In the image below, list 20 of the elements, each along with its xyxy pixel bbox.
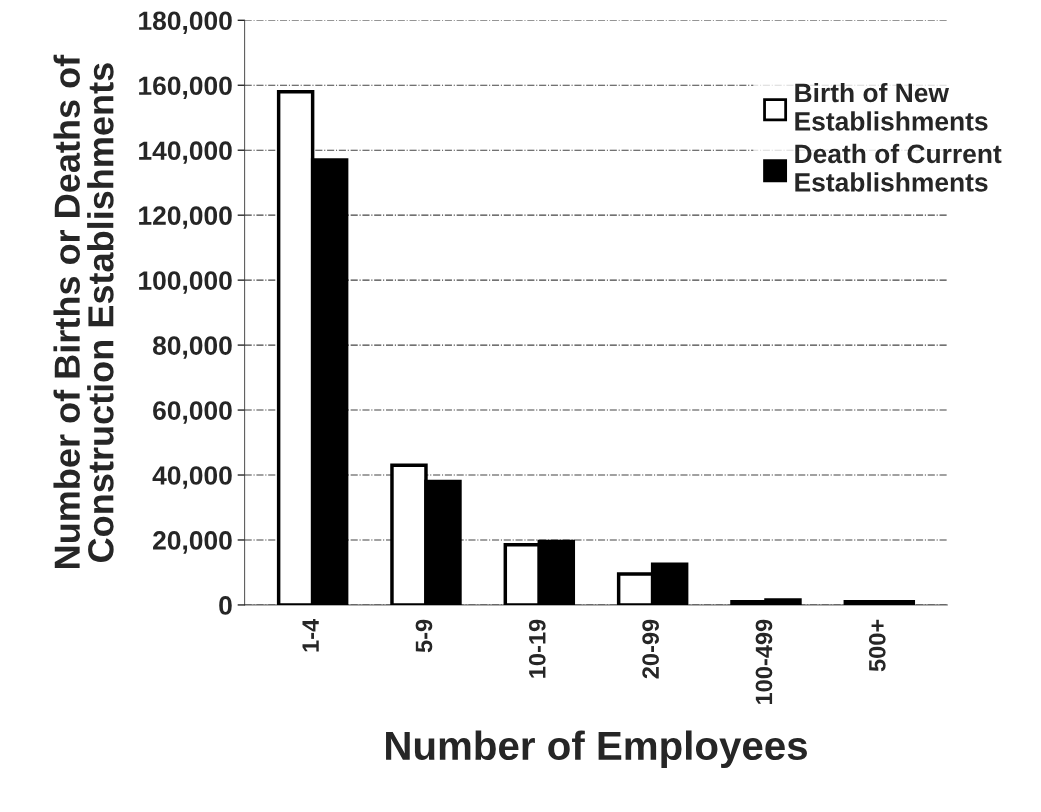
legend-label: Birth of New Establishments <box>795 82 988 131</box>
y-tick-label: 60,000 <box>153 401 232 424</box>
x-tick-label: 100-499 <box>755 619 773 704</box>
x-tick-label: 20-99 <box>642 619 659 679</box>
y-tick-label: 20,000 <box>153 531 232 554</box>
x-tick-label: 5-9 <box>415 619 433 653</box>
x-tick-label: 10-19 <box>528 619 546 678</box>
y-tick-label: 180,000 <box>139 11 232 34</box>
y-tick-label: 120,000 <box>139 206 232 229</box>
legend-label: Death of Current Establishments <box>795 143 1002 192</box>
y-tick-label: 80,000 <box>152 336 232 359</box>
x-tick-label: 500+ <box>868 619 886 672</box>
x-tick-label: 1-4 <box>302 618 319 652</box>
y-tick-label: 160,000 <box>139 76 232 99</box>
y-axis-title: Number of Births or Deaths of Construction Establishments <box>53 54 114 568</box>
y-tick-label: 140,000 <box>139 141 232 164</box>
y-tick-label: 0 <box>219 596 232 615</box>
y-tick-label: 100,000 <box>139 271 232 294</box>
x-axis-title: Number of Employees <box>386 730 807 769</box>
y-tick-label: 40,000 <box>152 466 232 489</box>
